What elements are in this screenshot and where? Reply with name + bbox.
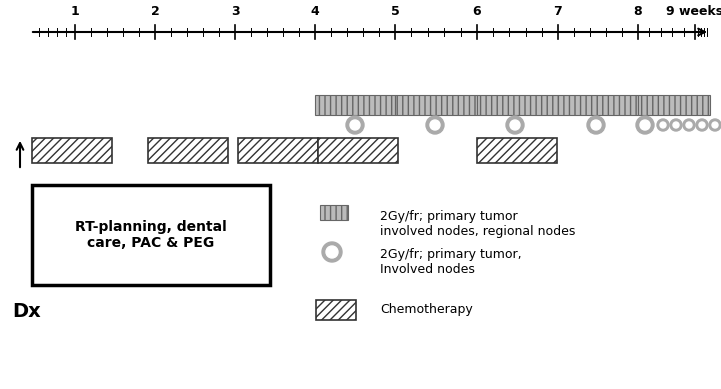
Text: Dx: Dx	[12, 302, 41, 321]
Circle shape	[657, 119, 669, 131]
Circle shape	[699, 122, 705, 128]
Circle shape	[510, 120, 520, 130]
Text: 2: 2	[151, 5, 159, 18]
Text: 2Gy/fr; primary tumor,
Involved nodes: 2Gy/fr; primary tumor, Involved nodes	[380, 248, 521, 276]
Circle shape	[322, 242, 342, 262]
Circle shape	[683, 119, 695, 131]
Bar	[148, 138, 228, 163]
Circle shape	[686, 122, 692, 128]
Text: 7: 7	[554, 5, 562, 18]
Bar	[318, 138, 398, 163]
Text: 9 weeks: 9 weeks	[666, 5, 721, 18]
Circle shape	[709, 119, 721, 131]
Circle shape	[660, 122, 666, 128]
Circle shape	[426, 116, 444, 134]
Bar	[395, 95, 477, 115]
Circle shape	[640, 120, 650, 130]
Circle shape	[712, 122, 718, 128]
Bar	[558, 95, 638, 115]
Text: 8: 8	[634, 5, 642, 18]
Circle shape	[673, 122, 679, 128]
Text: 5: 5	[391, 5, 399, 18]
Bar	[315, 95, 395, 115]
Text: 3: 3	[231, 5, 239, 18]
Bar	[32, 138, 112, 163]
Text: 4: 4	[311, 5, 319, 18]
Bar	[320, 205, 348, 220]
Circle shape	[587, 116, 605, 134]
Bar	[638, 95, 710, 115]
Circle shape	[670, 119, 682, 131]
Text: RT-planning, dental
care, PAC & PEG: RT-planning, dental care, PAC & PEG	[75, 220, 227, 250]
Circle shape	[326, 246, 338, 258]
Bar	[316, 300, 356, 320]
Text: Chemotherapy: Chemotherapy	[380, 303, 473, 317]
Circle shape	[346, 116, 364, 134]
Bar	[32, 185, 270, 285]
Text: 1: 1	[71, 5, 79, 18]
Bar	[238, 138, 318, 163]
Text: 6: 6	[473, 5, 482, 18]
Bar	[477, 95, 558, 115]
Circle shape	[696, 119, 708, 131]
Text: 2Gy/fr; primary tumor
involved nodes, regional nodes: 2Gy/fr; primary tumor involved nodes, re…	[380, 210, 575, 238]
Circle shape	[350, 120, 360, 130]
Bar	[477, 138, 557, 163]
Circle shape	[636, 116, 654, 134]
Circle shape	[591, 120, 601, 130]
Circle shape	[506, 116, 524, 134]
Circle shape	[430, 120, 440, 130]
